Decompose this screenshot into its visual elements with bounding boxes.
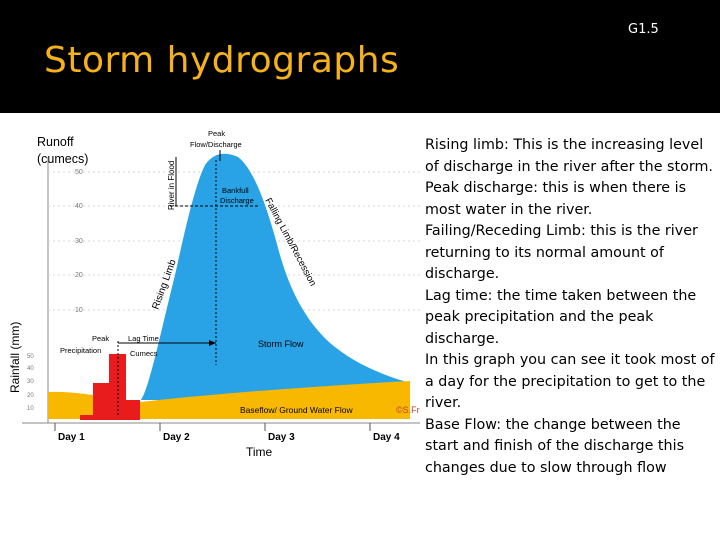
runoff-tick-label: 30 — [75, 238, 83, 245]
runoff-tick-label: 10 — [75, 307, 83, 314]
peak-precip-label: Precipitation — [60, 346, 101, 355]
river-in-flood-label: River in Flood — [167, 161, 176, 210]
hydrograph-svg: Runoff (cumecs) Rainfall (mm) 50 40 30 2… — [8, 129, 420, 459]
rainfall-bar — [126, 400, 140, 420]
day-label: Day 2 — [163, 432, 190, 443]
peak-flow-label: Peak — [208, 129, 225, 138]
rain-tick-label: 10 — [27, 406, 34, 412]
bankfull-label: Bankfull — [222, 186, 249, 195]
cumecs-label: Cumecs — [130, 349, 158, 358]
peak-discharge-paragraph: Peak discharge: this is when there is mo… — [425, 180, 687, 218]
rain-tick-label: 30 — [27, 379, 34, 385]
day-label: Day 4 — [373, 432, 400, 443]
slide-code: G1.5 — [628, 22, 659, 37]
rain-tick-label: 20 — [27, 393, 34, 399]
runoff-tick-label: 20 — [75, 272, 83, 279]
rain-tick-label: 50 — [27, 354, 34, 360]
time-axis-title: Time — [246, 445, 273, 459]
lag-arrowhead — [209, 340, 216, 346]
base-flow-paragraph: Base Flow: the change between the start … — [425, 416, 685, 476]
title-bar: Storm hydrographs G1.5 — [0, 0, 720, 113]
slide-title: Storm hydrographs — [44, 40, 400, 81]
explanation-text: Rising limb: This is the increasing leve… — [425, 135, 717, 479]
peak-flow-label: Flow/Discharge — [190, 140, 242, 149]
lag-time-label: Lag Time — [128, 334, 159, 343]
rainfall-bar — [93, 383, 109, 420]
runoff-tick-label: 40 — [75, 203, 83, 210]
storm-flow-area — [141, 153, 410, 400]
rainfall-bar — [80, 415, 93, 420]
bankfull-label: Discharge — [220, 196, 254, 205]
lag-time-paragraph: Lag time: the time taken between the pea… — [425, 287, 697, 347]
hydrograph-figure: Runoff (cumecs) Rainfall (mm) 50 40 30 2… — [0, 115, 430, 465]
baseflow-label: Baseflow/ Ground Water Flow — [240, 405, 353, 415]
runoff-tick-label: 50 — [75, 169, 83, 176]
runoff-tick-labels: 50 40 30 20 10 — [75, 169, 83, 314]
watermark-text: ©S.Fr — [396, 405, 420, 415]
falling-limb-paragraph: Failing/Receding Limb: this is the river… — [425, 223, 698, 282]
rain-tick-label: 40 — [27, 366, 34, 372]
day-tick-marks — [54, 423, 371, 431]
runoff-axis-unit: (cumecs) — [37, 152, 88, 166]
runoff-axis-title: Runoff — [37, 135, 74, 149]
day-label: Day 1 — [58, 432, 85, 443]
rising-limb-paragraph: Rising limb: This is the increasing leve… — [425, 137, 713, 175]
day-label: Day 3 — [268, 432, 295, 443]
peak-precip-label: Peak — [92, 334, 109, 343]
rain-tick-labels: 50 40 30 20 10 — [27, 354, 34, 412]
lag-example-paragraph: In this graph you can see it took most o… — [425, 352, 715, 411]
rainfall-axis-title: Rainfall (mm) — [8, 322, 22, 393]
storm-flow-label: Storm Flow — [258, 339, 304, 349]
